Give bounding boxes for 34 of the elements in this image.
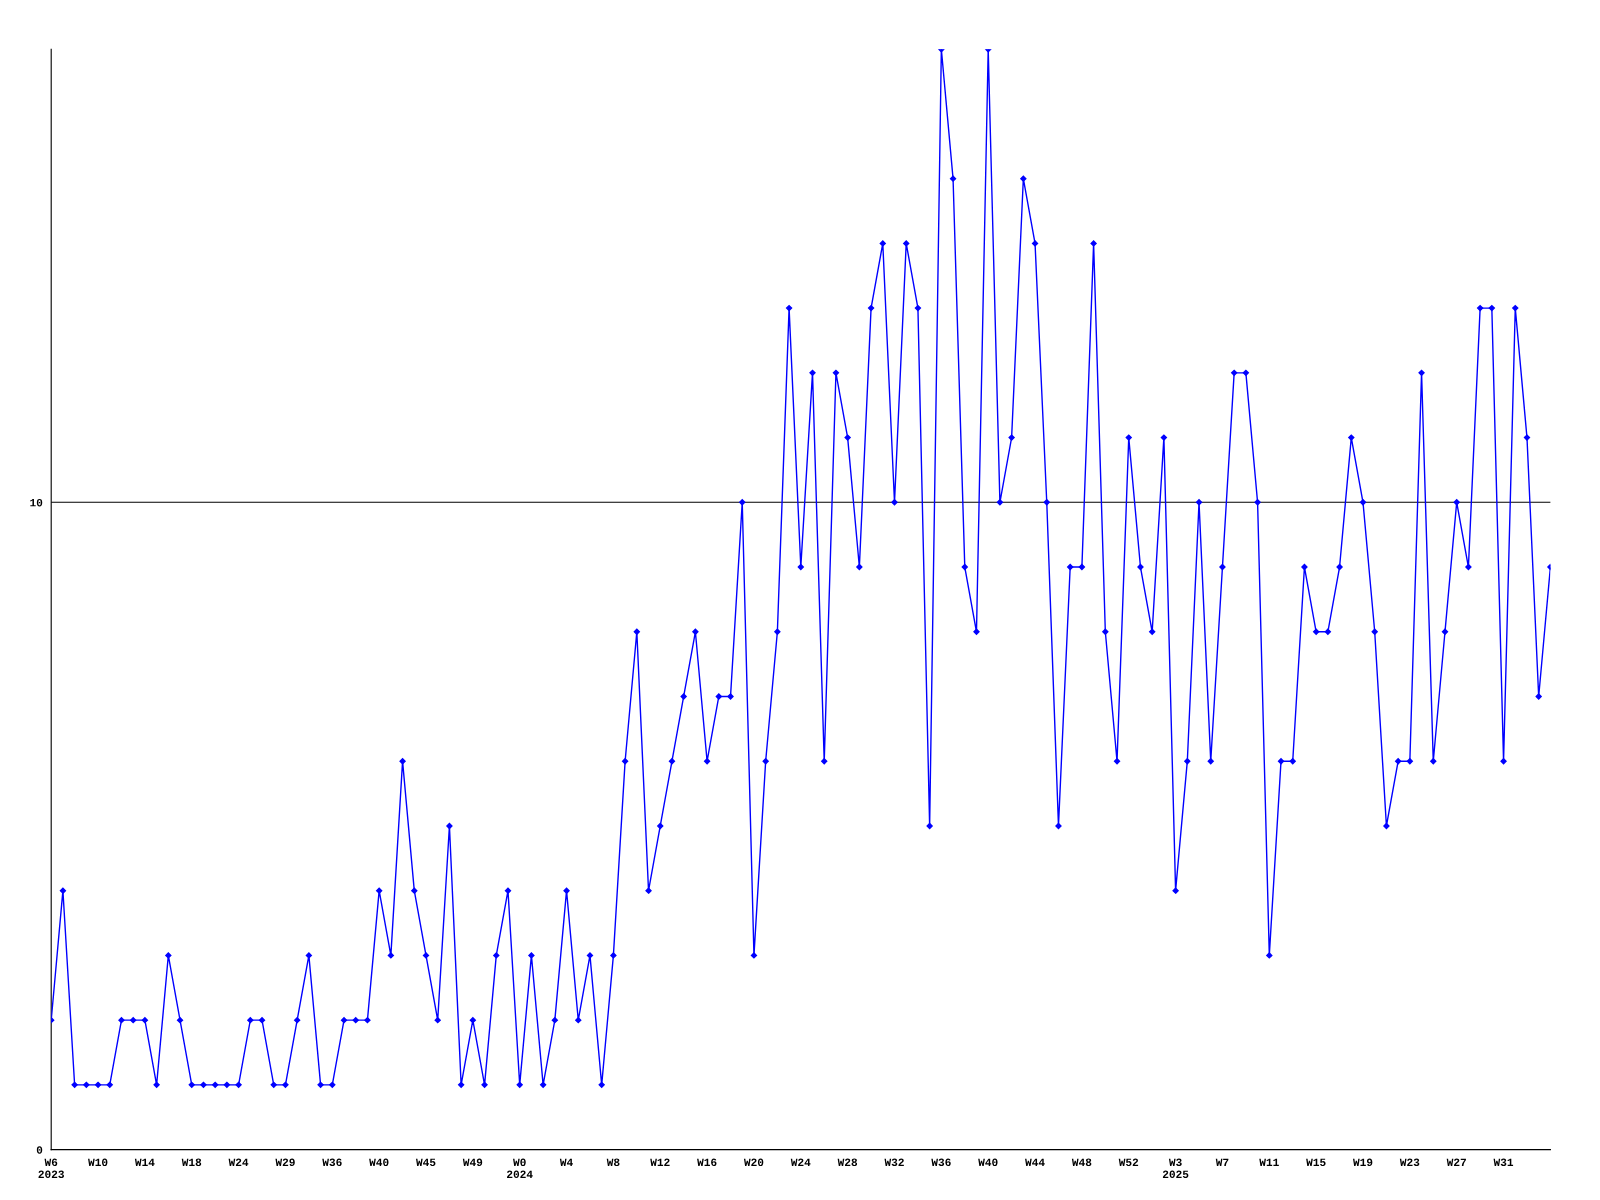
x-tick-label: W12: [650, 1158, 670, 1166]
x-tick-label: W28: [837, 1158, 858, 1167]
x-tick-label: W16: [697, 1158, 717, 1167]
x-tick-label: W36: [931, 1158, 951, 1167]
x-tick-label: W11: [1259, 1158, 1279, 1166]
x-tick-label: W48: [1071, 1158, 1092, 1167]
x-tick-label: W24: [228, 1158, 249, 1166]
x-tick-label: W27: [1446, 1158, 1466, 1166]
x-tick-label: W24: [790, 1158, 811, 1166]
x-tick-label: W32: [884, 1158, 904, 1167]
x-tick-label: W52: [1118, 1158, 1139, 1167]
x-tick-label: W3 2025: [1162, 1158, 1189, 1179]
y-tick-label: 10: [30, 498, 43, 507]
x-tick-label: W31: [1493, 1158, 1514, 1167]
x-tick-label: W18: [181, 1158, 202, 1167]
x-tick-label: W20: [743, 1158, 764, 1167]
x-tick-label: W15: [1306, 1158, 1326, 1167]
x-tick-label: W10: [88, 1158, 108, 1167]
x-tick-label: W29: [275, 1158, 295, 1167]
x-tick-label: W23: [1399, 1158, 1420, 1167]
x-tick-label: W0 2024: [507, 1158, 533, 1179]
x-tick-label: W6 2023: [38, 1158, 64, 1179]
x-tick-label: W7: [1215, 1158, 1229, 1166]
y-tick-label: 0: [36, 1146, 43, 1154]
x-tick-label: W4: [559, 1158, 573, 1166]
x-tick-label: W49: [462, 1158, 483, 1167]
x-tick-label: W8: [606, 1158, 620, 1167]
x-tick-label: W36: [322, 1158, 342, 1167]
x-tick-label: W40: [978, 1158, 998, 1167]
x-tick-label: W45: [416, 1158, 436, 1167]
x-tick-label: W14: [134, 1158, 155, 1166]
x-tick-label: W40: [369, 1158, 389, 1167]
x-tick-label: W44: [1025, 1158, 1045, 1166]
x-tick-label: W19: [1353, 1158, 1373, 1167]
